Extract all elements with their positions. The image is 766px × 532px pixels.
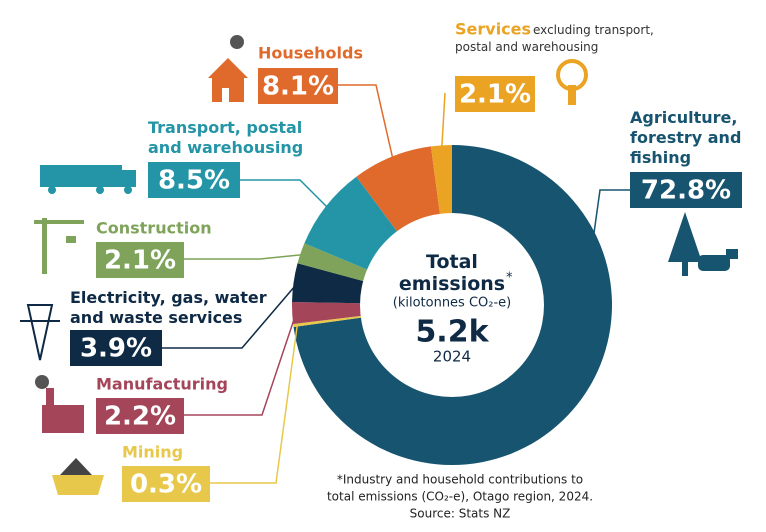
value-label: 3.9%: [80, 334, 152, 364]
value-box: [258, 68, 338, 104]
donut-hole: [360, 213, 544, 397]
value-label: 72.8%: [641, 176, 731, 206]
leader-line: [184, 312, 297, 416]
category-label: Agriculture, forestry and fishing: [630, 108, 741, 167]
center-marker: *: [506, 271, 513, 286]
value-box: [70, 330, 162, 366]
label-line: forestry and: [630, 128, 741, 147]
value-box: [96, 398, 184, 434]
leader-line: [338, 84, 394, 161]
value-box: [122, 466, 210, 502]
category-label: Services: [455, 20, 531, 39]
services-note: excluding transport, postal and warehousi…: [455, 23, 654, 54]
value-label: 2.2%: [104, 402, 176, 432]
category-label: Households: [258, 44, 363, 63]
note-line: excluding transport,: [533, 23, 654, 37]
note-line: postal and warehousing: [455, 40, 598, 54]
value-label: 8.1%: [262, 72, 334, 102]
label-line: and warehousing: [148, 138, 303, 157]
footnote: Source: Stats NZ: [410, 507, 511, 521]
label-line: fishing: [630, 148, 691, 167]
leader-line: [440, 92, 446, 150]
value-box: [455, 76, 535, 112]
category-label: Mining: [122, 443, 183, 462]
category-label: Transport, postal and warehousing: [148, 118, 303, 157]
leader-line: [240, 179, 330, 210]
label-line: Transport, postal: [148, 118, 302, 137]
category-label: Electricity, gas, water and waste service…: [70, 288, 267, 327]
value-box: [630, 172, 742, 208]
category-label: Manufacturing: [96, 375, 228, 394]
center-title: Total emissions: [399, 251, 505, 295]
center-year: 2024: [433, 348, 471, 366]
label-line: Agriculture,: [630, 108, 737, 127]
leader-line: [184, 253, 305, 260]
leader-line: [568, 189, 630, 408]
category-label: Construction: [96, 219, 212, 238]
value-label: 2.1%: [459, 80, 531, 110]
value-box: [148, 162, 240, 198]
value-label: 8.5%: [158, 166, 230, 196]
footnote: total emissions (CO₂-e), Otago region, 2…: [327, 490, 593, 504]
title-line: emissions: [399, 273, 505, 295]
label-line: Electricity, gas, water: [70, 288, 267, 307]
leader-line: [210, 324, 299, 484]
footnote: *Industry and household contributions to: [337, 473, 583, 487]
label-line: and waste services: [70, 308, 242, 327]
value-box: [96, 242, 184, 278]
center-total: 5.2k: [415, 315, 489, 350]
leader-line: [162, 282, 299, 349]
center-unit: (kilotonnes CO₂-e): [393, 296, 512, 311]
value-label: 0.3%: [130, 470, 202, 500]
value-label: 2.1%: [104, 246, 176, 276]
icons: [20, 35, 738, 495]
title-line: Total: [426, 251, 478, 273]
